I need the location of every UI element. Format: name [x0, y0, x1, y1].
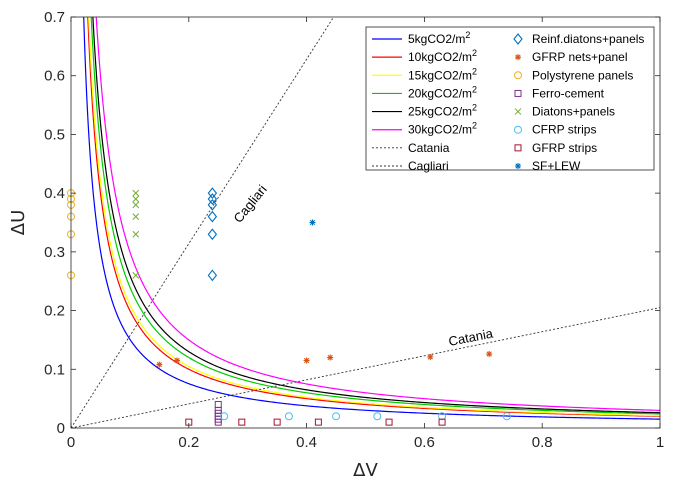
- legend-label-series-6: CFRP strips: [532, 123, 596, 137]
- legend-label-curve-5-main: 25kgCO2/m: [408, 105, 472, 119]
- legend-label-series-5: Diatons+panels: [532, 105, 615, 119]
- legend-label-curve-2: 10kgCO2/m2: [408, 48, 477, 64]
- legend-label-curve-4-main: 20kgCO2/m: [408, 86, 472, 100]
- y-axis-label: ΔU: [8, 210, 29, 236]
- point-ferro-cement-6: [214, 401, 222, 409]
- point-gfrp-nets-panel-2: [174, 357, 181, 364]
- legend-label-curve-2-main: 10kgCO2/m: [408, 50, 472, 64]
- legend-label-series-3: Polystyrene panels: [532, 68, 633, 82]
- x-axis-label: ΔV: [353, 460, 378, 481]
- point-gfrp-strips-6: [438, 418, 446, 426]
- point-diatons-panels-6: [132, 189, 140, 197]
- legend-box: [365, 26, 655, 171]
- curve-5: [92, 17, 660, 414]
- legend-label-curve-6: 30kgCO2/m2: [408, 121, 477, 137]
- x-tick-label-5: 1: [656, 434, 664, 451]
- x-tick-label-2: 0.4: [296, 434, 317, 451]
- legend-label-line-2: Cagliari: [408, 159, 449, 173]
- point-diatons-panels-3: [132, 213, 140, 220]
- scatter-points-layer: [67, 187, 511, 426]
- point-cfrp-strips-6: [502, 412, 511, 421]
- point-gfrp-strips-5: [385, 418, 393, 426]
- legend-label-curve-1-sup: 2: [465, 30, 470, 40]
- y-tick-label-1: 0.1: [44, 361, 65, 378]
- legend-label-curve-5-sup: 2: [472, 103, 477, 113]
- y-tick-label-6: 0.6: [44, 68, 65, 85]
- point-gfrp-strips-3: [273, 418, 281, 426]
- point-gfrp-nets-panel-5: [427, 353, 434, 360]
- legend-label-curve-3-main: 15kgCO2/m: [408, 68, 472, 82]
- legend-label-curve-1: 5kgCO2/m2: [408, 30, 470, 46]
- y-tick-label-3: 0.3: [44, 244, 65, 261]
- point-cfrp-strips-3: [332, 412, 341, 421]
- point-gfrp-nets-panel-4: [327, 354, 334, 361]
- point-gfrp-nets-panel-1: [156, 361, 163, 368]
- point-cfrp-strips-2: [284, 412, 293, 421]
- legend-marker-2: [515, 54, 521, 61]
- point-sf-lew-1: [309, 219, 316, 226]
- point-diatons-panels-1: [132, 271, 140, 279]
- point-gfrp-strips-2: [238, 418, 246, 426]
- legend-marker-7: [514, 144, 522, 152]
- legend-label-curve-6-sup: 2: [472, 121, 477, 131]
- legend-label-curve-1-main: 5kgCO2/m: [408, 32, 465, 46]
- y-tick-label-7: 0.7: [44, 9, 65, 26]
- point-reinf-diatons-panels-3: [207, 210, 218, 223]
- point-reinf-diatons-panels-6: [207, 187, 218, 200]
- curve-4: [90, 17, 660, 415]
- y-tick-label-5: 0.5: [44, 126, 65, 143]
- curve-2: [87, 17, 660, 417]
- curves-layer: [83, 17, 660, 420]
- legend-marker-3: [514, 71, 522, 80]
- legend-label-series-2: GFRP nets+panel: [532, 50, 628, 64]
- x-tick-label-1: 0.2: [178, 434, 199, 451]
- legend-marker-4: [514, 89, 522, 97]
- legend-label-series-4: Ferro-cement: [532, 86, 605, 100]
- legend: 5kgCO2/m210kgCO2/m215kgCO2/m220kgCO2/m22…: [365, 26, 655, 173]
- x-tick-label-0: 0: [67, 434, 75, 451]
- legend-label-series-7: GFRP strips: [532, 141, 597, 155]
- legend-label-curve-6-main: 30kgCO2/m: [408, 123, 472, 137]
- legend-label-line-1: Catania: [408, 141, 450, 155]
- legend-label-curve-3-sup: 2: [472, 66, 477, 76]
- point-gfrp-nets-panel-3: [303, 357, 310, 364]
- point-gfrp-nets-panel-6: [486, 351, 493, 358]
- y-tick-label-0: 0: [57, 420, 65, 437]
- point-cfrp-strips-4: [373, 412, 382, 421]
- legend-label-series-8: SF+LEW: [532, 159, 581, 173]
- legend-label-curve-5: 25kgCO2/m2: [408, 103, 477, 119]
- reference-line-catania: [71, 307, 660, 428]
- legend-marker-5: [514, 108, 522, 115]
- legend-marker-8: [515, 163, 521, 169]
- x-tick-label-4: 0.8: [532, 434, 553, 451]
- axes-box: [70, 16, 661, 429]
- point-reinf-diatons-panels-2: [207, 228, 218, 241]
- y-tick-label-4: 0.4: [44, 185, 65, 202]
- point-diatons-panels-4: [132, 201, 140, 209]
- point-reinf-diatons-panels-4: [207, 199, 218, 211]
- point-diatons-panels-5: [132, 195, 140, 203]
- point-reinf-diatons-panels-1: [207, 269, 218, 282]
- legend-marker-1: [513, 33, 523, 45]
- legend-label-series-1: Reinf.diatons+panels: [532, 32, 644, 46]
- curve-3: [88, 17, 660, 417]
- curve-1: [83, 17, 660, 420]
- legend-label-curve-2-sup: 2: [472, 48, 477, 58]
- legend-label-curve-4-sup: 2: [472, 84, 477, 94]
- legend-marker-6: [514, 125, 522, 134]
- legend-label-curve-3: 15kgCO2/m2: [408, 66, 477, 82]
- y-tick-label-2: 0.2: [44, 303, 65, 320]
- x-tick-label-3: 0.6: [414, 434, 435, 451]
- reference-lines-layer: [71, 17, 660, 428]
- point-cfrp-strips-5: [438, 412, 447, 421]
- curve-6: [95, 17, 660, 411]
- point-reinf-diatons-panels-5: [207, 193, 218, 205]
- point-cfrp-strips-1: [220, 412, 229, 421]
- point-diatons-panels-2: [132, 230, 140, 238]
- axes-layer: 0 0.2 0.4 0.6 0.8 1 0 0.1 0.2 0.3 0.4 0.5 0.6 0.7 ΔV ΔU: [8, 9, 664, 481]
- point-gfrp-strips-4: [314, 418, 322, 426]
- legend-label-curve-4: 20kgCO2/m2: [408, 84, 477, 100]
